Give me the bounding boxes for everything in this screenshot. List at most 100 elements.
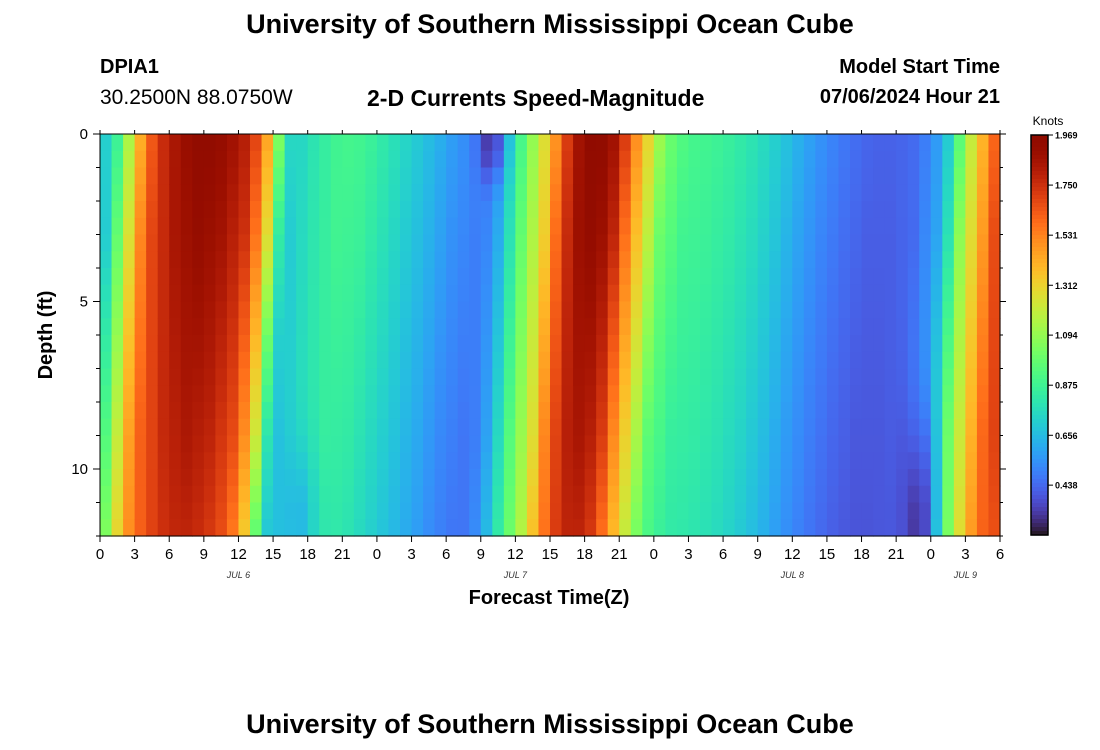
heatmap-cell [619,150,632,169]
heatmap-cell [492,469,505,487]
heatmap-cell [688,485,701,504]
heatmap-cell [792,134,805,152]
date-label: JUL 9 [953,570,977,580]
heatmap-cell [676,368,690,386]
heatmap-cell [757,519,770,537]
heatmap-cell [850,284,863,303]
heatmap-cell [988,184,1001,202]
heatmap-cell [273,150,286,169]
heatmap-cell [457,418,470,437]
heatmap-cell [746,435,759,453]
heatmap-cell [434,251,447,269]
heatmap-cell [434,502,447,520]
heatmap-cell [619,201,632,219]
heatmap-cell [203,268,216,286]
heatmap-cell [226,385,240,403]
heatmap-cell [653,134,666,152]
heatmap-cell [780,134,793,152]
heatmap-cell [838,201,851,219]
heatmap-cell [192,234,205,252]
heatmap-cell [353,452,366,470]
heatmap-cell [896,469,909,487]
heatmap-cell [907,201,920,219]
heatmap-cell [515,217,528,236]
heatmap-cell [423,150,436,169]
heatmap-cell [919,502,932,520]
heatmap-cell [700,167,713,185]
colorbar-segment [1031,339,1048,344]
heatmap-cell [273,435,286,453]
heatmap-cell [711,385,724,403]
heatmap-cell [607,301,620,319]
heatmap-cell [469,469,482,487]
heatmap-cell [238,351,251,370]
heatmap-cell [907,452,920,470]
heatmap-cell [619,268,632,286]
heatmap-cell [192,519,205,537]
heatmap-cell [330,485,343,504]
heatmap-cell [653,402,666,420]
heatmap-cell [319,351,332,370]
heatmap-cell [665,318,678,336]
heatmap-cell [607,134,620,152]
heatmap-cell [907,485,920,504]
heatmap-cell [526,217,540,236]
heatmap-cell [538,485,551,504]
heatmap-cell [261,301,274,319]
colorbar-segment [1031,207,1048,212]
heatmap-cell [123,301,136,319]
heatmap-cell [873,435,886,453]
heatmap-cell [215,485,228,504]
heatmap-cell [284,134,297,152]
heatmap-cell [734,519,747,537]
heatmap-cell [976,184,990,202]
heatmap-cell [642,435,655,453]
heatmap-cell [411,167,424,185]
heatmap-cell [192,268,205,286]
heatmap-cell [653,385,666,403]
heatmap-cell [515,318,528,336]
heatmap-cell [769,469,782,487]
heatmap-cell [815,351,828,370]
heatmap-cell [296,251,309,269]
heatmap-cell [296,452,309,470]
heatmap-cell [203,167,216,185]
heatmap-cell [261,134,274,152]
heatmap-cell [353,251,366,269]
heatmap-cell [746,167,759,185]
heatmap-cell [180,351,193,370]
heatmap-cell [550,217,563,236]
heatmap-cell [884,217,897,236]
heatmap-cell [238,167,251,185]
heatmap-cell [134,519,147,537]
colorbar-segment [1031,355,1048,360]
heatmap-cell [515,502,528,520]
heatmap-cell [319,301,332,319]
heatmap-cell [457,301,470,319]
heatmap-cell [653,435,666,453]
heatmap-cell [988,268,1001,286]
heatmap-cell [330,251,343,269]
colorbar-segment [1031,219,1048,224]
colorbar-segment [1031,375,1048,380]
heatmap-cell [584,251,597,269]
heatmap-cell [457,234,470,252]
heatmap-cell [769,217,782,236]
heatmap-cell [330,385,343,403]
heatmap-cell [850,201,863,219]
heatmap-cell [261,418,274,437]
heatmap-cell [169,335,182,353]
heatmap-cell [746,402,759,420]
colorbar-segment [1031,227,1048,232]
heatmap-cell [365,368,378,386]
heatmap-cell [850,335,863,353]
heatmap-cell [746,351,759,370]
heatmap-cell [746,368,759,386]
heatmap-cell [815,502,828,520]
heatmap-cell [653,519,666,537]
heatmap-cell [376,485,390,504]
heatmap-cell [700,452,713,470]
heatmap-cell [238,435,251,453]
heatmap-cell [550,201,563,219]
heatmap-cell [653,217,666,236]
